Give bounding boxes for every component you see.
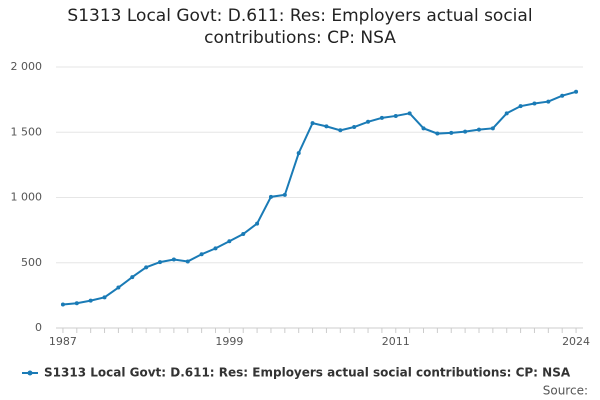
point [199,252,204,257]
point [296,151,301,156]
point [352,125,357,130]
point [366,119,371,124]
point [158,260,163,265]
title-box: S1313 Local Govt: D.611: Res: Employers … [67,6,533,48]
point [574,89,579,94]
point [102,295,107,300]
point [74,301,79,306]
point [504,111,509,116]
point [213,246,218,251]
point [518,104,523,109]
point [338,128,343,133]
y-tick-label: 1 000 [11,191,43,204]
point [88,298,93,303]
x-tick-label: 2011 [382,335,410,348]
point [185,259,190,264]
point [407,111,412,116]
point [324,124,329,129]
point [130,275,135,280]
point [476,127,481,132]
series-line [62,90,577,306]
legend-label: S1313 Local Govt: D.611: Res: Employers … [44,366,571,380]
point [393,113,398,118]
point [227,239,232,244]
point [490,126,495,131]
y-tick-label: 1 500 [11,125,43,138]
point [379,115,384,120]
point [560,93,565,98]
point [241,232,246,237]
point [144,265,149,270]
x-tick-label: 1987 [49,335,77,348]
x-tick-label: 2024 [562,335,590,348]
point [310,121,315,126]
x-tick-label: 1999 [215,335,243,348]
point [116,285,121,290]
point [449,130,454,135]
point [435,131,440,136]
point [546,99,551,104]
legend-marker [27,370,33,376]
point [532,101,537,106]
chart-title: S1313 Local Govt: D.611: Res: Employers … [67,6,533,48]
y-tick-label: 2 000 [11,60,43,73]
point [60,302,65,307]
point [268,194,273,199]
point [171,257,176,262]
point [463,129,468,134]
point [421,126,426,131]
y-tick-label: 0 [35,321,42,334]
point [255,221,260,226]
source: Source: [543,384,588,398]
y-tick-label: 500 [21,256,42,269]
point [282,192,287,197]
